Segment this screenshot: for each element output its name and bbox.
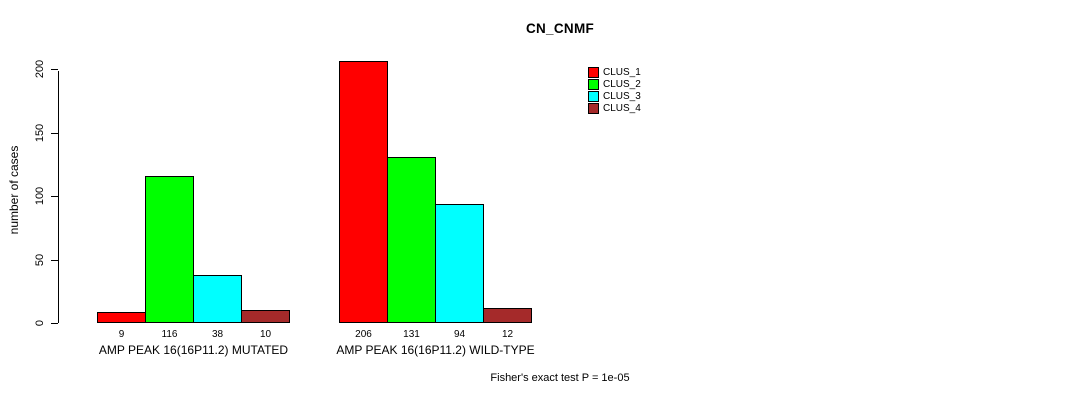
- y-tick-label-text: 50: [34, 253, 46, 267]
- fisher-test-annotation: Fisher's exact test P = 1e-05: [490, 372, 630, 384]
- bar-clus_3: [435, 204, 484, 323]
- bar-value-label: 38: [211, 329, 224, 340]
- legend-item-clus_3: CLUS_3: [588, 90, 641, 102]
- bar-clus_4: [241, 310, 290, 323]
- legend-label: CLUS_2: [603, 78, 641, 90]
- y-tick-mark: [51, 69, 58, 70]
- y-tick-label-text: 200: [34, 59, 46, 79]
- bar-clus_2: [145, 176, 194, 323]
- bar-clus_4: [483, 308, 532, 323]
- legend-swatch-icon: [588, 102, 599, 114]
- y-tick-label-text: 150: [34, 123, 46, 143]
- chart-title: CN_CNMF: [525, 21, 595, 36]
- bar-value-label: 94: [453, 329, 466, 340]
- y-axis-title-text: number of cases: [7, 145, 21, 235]
- legend-item-clus_4: CLUS_4: [588, 102, 641, 114]
- bar-value-label: 206: [355, 329, 372, 340]
- group-label: AMP PEAK 16(16P11.2) WILD-TYPE: [336, 343, 535, 357]
- group-label: AMP PEAK 16(16P11.2) MUTATED: [98, 343, 289, 357]
- bar-value-label: 131: [403, 329, 420, 340]
- legend-label: CLUS_3: [603, 90, 641, 102]
- y-tick-mark: [51, 196, 58, 197]
- bar-clus_2: [387, 157, 436, 323]
- y-axis-line: [58, 71, 59, 323]
- bar-value-label: 12: [501, 329, 514, 340]
- bar-clus_3: [193, 275, 242, 323]
- bar-clus_1: [97, 312, 146, 323]
- y-tick-mark: [51, 323, 58, 324]
- legend-label: CLUS_1: [603, 66, 641, 78]
- legend-item-clus_2: CLUS_2: [588, 78, 641, 90]
- y-tick-mark: [51, 133, 58, 134]
- legend-swatch-icon: [588, 78, 599, 90]
- bar-clus_1: [339, 61, 388, 323]
- y-tick-label-text: 100: [34, 186, 46, 206]
- legend-label: CLUS_4: [603, 102, 641, 114]
- y-tick-label-text: 0: [34, 319, 46, 327]
- bar-value-label: 116: [161, 329, 178, 340]
- y-tick-mark: [51, 260, 58, 261]
- legend-item-clus_1: CLUS_1: [588, 66, 641, 78]
- bar-value-label: 9: [118, 329, 125, 340]
- legend-swatch-icon: [588, 90, 599, 102]
- bar-value-label: 10: [259, 329, 272, 340]
- legend-swatch-icon: [588, 66, 599, 78]
